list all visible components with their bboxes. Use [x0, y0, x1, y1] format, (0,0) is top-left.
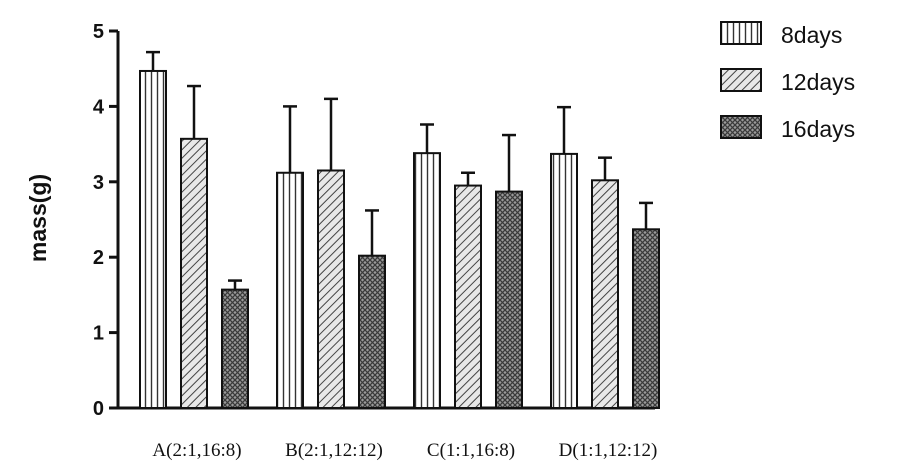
y-tick-label: 0	[93, 398, 104, 420]
y-tick-label: 3	[93, 172, 104, 194]
y-tick-label: 5	[93, 21, 104, 43]
bar-8days-2	[413, 152, 441, 409]
bars-group	[139, 69, 660, 410]
y-axis: 0 1 2 3 4 5	[93, 21, 120, 420]
legend-label-8days: 8days	[781, 22, 842, 48]
bar-12days-0	[180, 137, 208, 410]
legend-swatch-12days	[720, 68, 762, 92]
y-tick-label: 4	[93, 96, 105, 118]
bar-16days-2	[495, 190, 523, 409]
y-tick-label: 1	[93, 323, 104, 345]
legend-swatch-8days	[720, 21, 762, 45]
bar-8days-1	[276, 171, 304, 409]
bar-12days-2	[454, 184, 482, 409]
error-bars-group	[146, 50, 653, 290]
legend-label-16days: 16days	[781, 116, 855, 142]
bar-12days-1	[317, 169, 345, 409]
x-tick-labels: A(2:1,16:8) B(2:1,12:12) C(1:1,16:8) D(1:1,…	[152, 440, 657, 461]
legend-swatch-16days	[720, 115, 762, 139]
bar-8days-0	[139, 69, 167, 409]
bar-8days-3	[550, 152, 578, 409]
legend-label-12days: 12days	[781, 69, 855, 95]
x-tick-label: A(2:1,16:8)	[152, 440, 241, 461]
bar-16days-0	[221, 288, 249, 410]
legend: 8days 12days 16days	[720, 21, 855, 142]
x-tick-label: B(2:1,12:12)	[285, 440, 383, 461]
bar-16days-1	[358, 254, 386, 409]
bar-12days-3	[591, 179, 619, 409]
y-tick-label: 2	[93, 247, 104, 269]
y-axis-label: mass(g)	[25, 174, 51, 262]
x-tick-label: D(1:1,12:12)	[559, 440, 658, 461]
bar-16days-3	[632, 228, 660, 409]
x-tick-label: C(1:1,16:8)	[427, 440, 515, 461]
